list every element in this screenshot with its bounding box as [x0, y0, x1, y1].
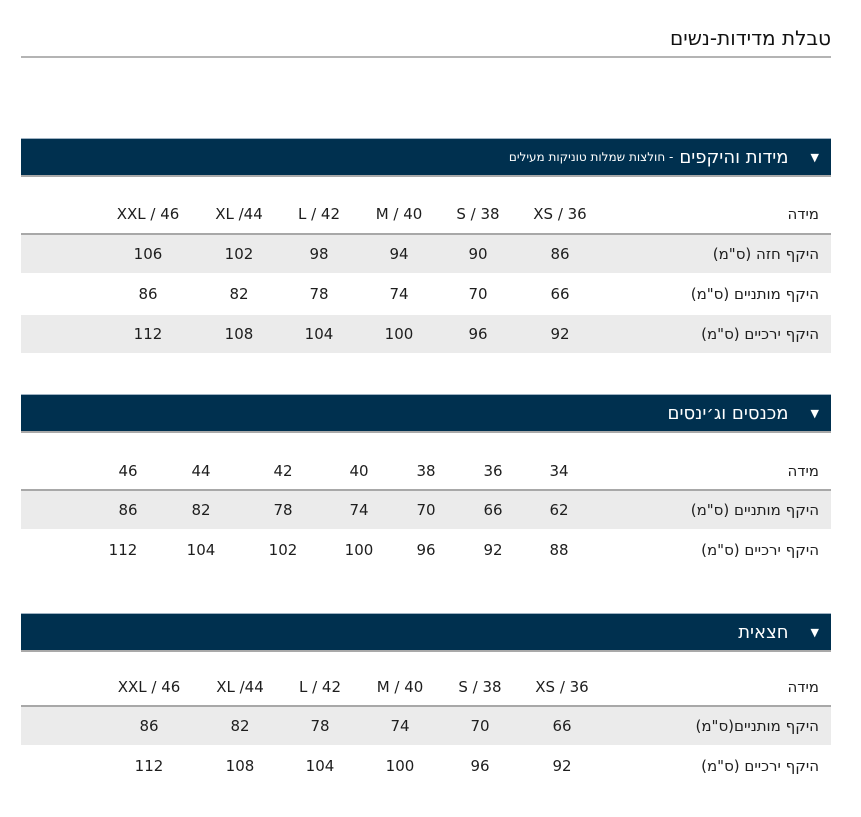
table-row: היקף חזה (ס"מ) 86 90 94 98 102 106: [21, 235, 831, 273]
table-row: היקף ירכיים (ס"מ) 92 96 100 104 108 112: [21, 315, 831, 353]
cell-value: 66: [550, 285, 570, 303]
column-header: XL /44: [215, 205, 263, 223]
column-header: 38: [416, 462, 436, 480]
column-header: XL /44: [216, 678, 264, 696]
table-header-row: מידה XS / 36 S / 38 M / 40 L / 42 XL /44…: [21, 195, 831, 233]
cell-value: 74: [389, 285, 409, 303]
page-title: טבלת מדידות-נשים: [669, 26, 831, 50]
cell-value: 100: [384, 325, 414, 343]
cell-value: 66: [483, 501, 503, 519]
cell-value: 106: [133, 245, 163, 263]
collapse-arrow-icon[interactable]: ▼: [810, 150, 819, 164]
cell-value: 78: [273, 501, 293, 519]
cell-value: 86: [139, 717, 159, 735]
title-divider: [21, 56, 831, 58]
table-row: היקף מותניים (ס"מ) 66 70 74 78 82 86: [21, 275, 831, 313]
cell-value: 90: [468, 245, 488, 263]
cell-value: 96: [470, 757, 490, 775]
table-row: היקף ירכיים (ס"מ) 88 92 96 100 102 104 1…: [21, 531, 831, 569]
column-header: S / 38: [458, 678, 502, 696]
cell-value: 74: [390, 717, 410, 735]
cell-value: 96: [468, 325, 488, 343]
section-subtitle: - חולצות שמלות טוניקות מעילים: [508, 150, 674, 164]
cell-value: 86: [138, 285, 158, 303]
cell-value: 86: [118, 501, 138, 519]
cell-value: 100: [344, 541, 374, 559]
table-row: היקף מותניים (ס"מ) 62 66 70 74 78 82 86: [21, 491, 831, 529]
header-separator: [21, 489, 831, 491]
cell-value: 82: [191, 501, 211, 519]
collapse-arrow-icon[interactable]: ▼: [810, 625, 819, 639]
cell-value: 112: [133, 325, 163, 343]
cell-value: 104: [186, 541, 216, 559]
cell-value: 70: [416, 501, 436, 519]
cell-value: 104: [305, 757, 335, 775]
column-header: M / 40: [375, 205, 423, 223]
column-header: 42: [273, 462, 293, 480]
cell-value: 92: [550, 325, 570, 343]
cell-value: 92: [552, 757, 572, 775]
cell-value: 104: [304, 325, 334, 343]
cell-value: 108: [224, 325, 254, 343]
column-header: 46: [118, 462, 138, 480]
cell-value: 112: [134, 757, 164, 775]
column-header: 44: [191, 462, 211, 480]
column-header: XS / 36: [535, 678, 589, 696]
section-header-pants[interactable]: ▼ מכנסים וג׳ינסים: [21, 394, 831, 431]
row-label: היקף חזה (ס"מ): [712, 245, 819, 263]
column-header: XS / 36: [533, 205, 587, 223]
row-label: היקף מותניים (ס"מ): [690, 501, 819, 519]
table-header-row: מידה 34 36 38 40 42 44 46: [21, 452, 831, 490]
cell-value: 78: [309, 285, 329, 303]
section-title: מכנסים וג׳ינסים: [667, 402, 789, 424]
row-label: היקף ירכיים (ס"מ): [701, 325, 819, 343]
row-label: היקף ירכיים (ס"מ): [701, 757, 819, 775]
row-label: היקף מותניים (ס"מ): [690, 285, 819, 303]
cell-value: 98: [309, 245, 329, 263]
column-header: 34: [549, 462, 569, 480]
table-row: היקף ירכיים (ס"מ) 92 96 100 104 108 112: [21, 747, 831, 785]
column-header: 40: [349, 462, 369, 480]
row-label: מידה: [787, 678, 819, 696]
table-header-row: מידה XS / 36 S / 38 M / 40 L / 42 XL /44…: [21, 668, 831, 706]
cell-value: 66: [552, 717, 572, 735]
cell-value: 88: [549, 541, 569, 559]
cell-value: 70: [470, 717, 490, 735]
column-header: L / 42: [298, 678, 342, 696]
cell-value: 86: [550, 245, 570, 263]
section-title: מידות והיקפים: [679, 146, 789, 168]
cell-value: 96: [416, 541, 436, 559]
column-header: XXL / 46: [116, 205, 180, 223]
section-title: חצאית: [738, 621, 789, 643]
header-separator: [21, 233, 831, 235]
cell-value: 102: [268, 541, 298, 559]
row-label: היקף מותניים(ס"מ): [695, 717, 820, 735]
cell-value: 78: [310, 717, 330, 735]
cell-value: 82: [229, 285, 249, 303]
row-label: מידה: [787, 205, 819, 223]
column-header: 36: [483, 462, 503, 480]
cell-value: 92: [483, 541, 503, 559]
cell-value: 100: [385, 757, 415, 775]
cell-value: 70: [468, 285, 488, 303]
cell-value: 108: [225, 757, 255, 775]
column-header: L / 42: [297, 205, 341, 223]
cell-value: 74: [349, 501, 369, 519]
cell-value: 62: [549, 501, 569, 519]
column-header: XXL / 46: [117, 678, 181, 696]
row-label: מידה: [787, 462, 819, 480]
table-row: היקף מותניים(ס"מ) 66 70 74 78 82 86: [21, 707, 831, 745]
row-label: היקף ירכיים (ס"מ): [701, 541, 819, 559]
column-header: S / 38: [456, 205, 500, 223]
cell-value: 112: [108, 541, 138, 559]
header-separator: [21, 705, 831, 707]
cell-value: 94: [389, 245, 409, 263]
column-header: M / 40: [376, 678, 424, 696]
cell-value: 82: [230, 717, 250, 735]
section-header-skirt[interactable]: ▼ חצאית: [21, 613, 831, 650]
collapse-arrow-icon[interactable]: ▼: [810, 406, 819, 420]
cell-value: 102: [224, 245, 254, 263]
section-header-tops[interactable]: ▼ מידות והיקפים - חולצות שמלות טוניקות מ…: [21, 138, 831, 175]
